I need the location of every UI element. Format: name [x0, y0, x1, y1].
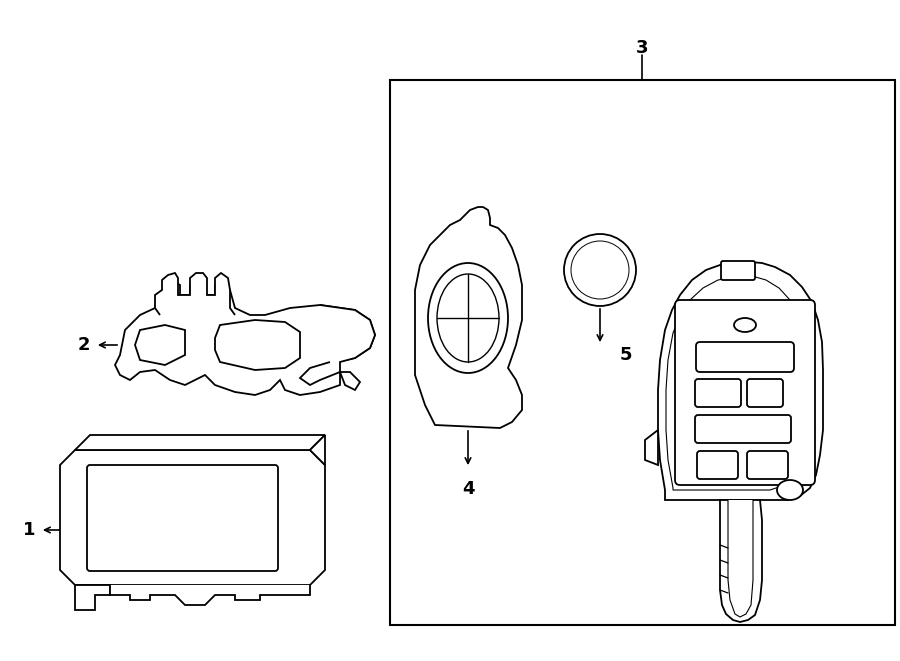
Polygon shape: [60, 450, 325, 585]
Polygon shape: [110, 585, 310, 605]
Polygon shape: [415, 207, 522, 428]
Polygon shape: [115, 282, 375, 395]
FancyBboxPatch shape: [747, 379, 783, 407]
Polygon shape: [215, 320, 300, 370]
Ellipse shape: [777, 480, 803, 500]
Text: 2: 2: [77, 336, 90, 354]
Polygon shape: [300, 305, 375, 385]
Polygon shape: [155, 273, 235, 315]
Polygon shape: [310, 435, 325, 465]
Text: 4: 4: [462, 480, 474, 498]
FancyBboxPatch shape: [675, 300, 815, 485]
Ellipse shape: [428, 263, 508, 373]
FancyBboxPatch shape: [697, 451, 738, 479]
FancyBboxPatch shape: [695, 379, 741, 407]
FancyBboxPatch shape: [695, 415, 791, 443]
Polygon shape: [728, 500, 753, 617]
Text: 5: 5: [620, 346, 633, 364]
Ellipse shape: [571, 241, 629, 299]
Ellipse shape: [437, 274, 499, 362]
Polygon shape: [658, 262, 823, 500]
Polygon shape: [340, 372, 360, 390]
FancyBboxPatch shape: [747, 451, 788, 479]
Polygon shape: [720, 500, 762, 622]
Polygon shape: [666, 276, 806, 490]
Bar: [390, 80, 895, 625]
Ellipse shape: [734, 318, 756, 332]
Polygon shape: [75, 585, 110, 610]
Polygon shape: [135, 325, 185, 365]
FancyBboxPatch shape: [696, 342, 794, 372]
FancyBboxPatch shape: [721, 261, 755, 280]
Text: 1: 1: [22, 521, 35, 539]
Polygon shape: [75, 435, 325, 450]
FancyBboxPatch shape: [87, 465, 278, 571]
Text: 3: 3: [635, 39, 648, 57]
Polygon shape: [645, 430, 658, 465]
Ellipse shape: [564, 234, 636, 306]
